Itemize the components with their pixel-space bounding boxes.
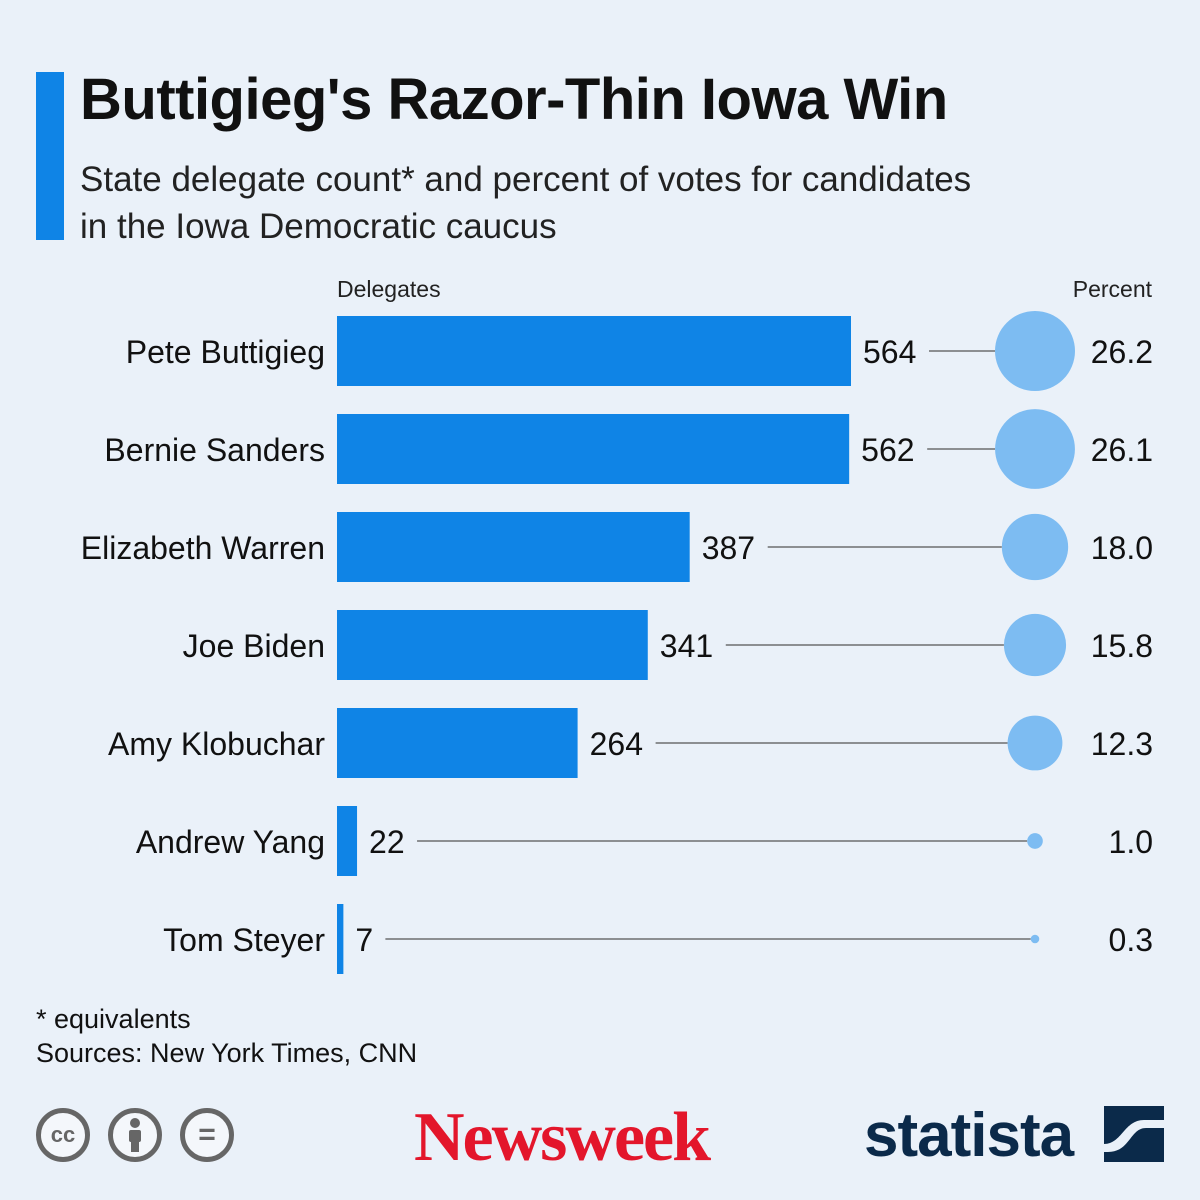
percent-value: 18.0	[1091, 530, 1153, 566]
percent-value: 15.8	[1091, 628, 1153, 664]
delegate-bar	[337, 316, 851, 386]
delegate-value: 564	[863, 334, 916, 370]
percent-value: 26.1	[1091, 432, 1153, 468]
chart-subtitle: State delegate count* and percent of vot…	[80, 160, 972, 246]
percent-bubble	[995, 409, 1075, 489]
chart-title: Buttigieg's Razor-Thin Iowa Win	[80, 67, 948, 132]
cc-icon-text: cc	[50, 1122, 76, 1147]
category-label: Amy Klobuchar	[108, 726, 325, 762]
delegate-bar	[337, 806, 358, 876]
category-label: Joe Biden	[183, 628, 325, 664]
percent-value: 12.3	[1091, 726, 1153, 762]
delegate-bar	[337, 414, 850, 484]
nd-icon-text: =	[198, 1118, 216, 1151]
category-label: Andrew Yang	[136, 824, 325, 860]
footer: cc = Newsweek statista	[0, 1096, 1200, 1176]
category-label: Elizabeth Warren	[81, 530, 325, 566]
statista-logo[interactable]: statista	[864, 1101, 1074, 1170]
footnote-sources: Sources: New York Times, CNN	[36, 1038, 418, 1068]
delegate-value: 7	[355, 922, 373, 958]
percent-value: 26.2	[1091, 334, 1153, 370]
delegate-value: 22	[369, 824, 405, 860]
delegate-bar	[337, 708, 578, 778]
delegates-column-label: Delegates	[337, 276, 441, 302]
category-label: Bernie Sanders	[104, 432, 325, 468]
delegate-value: 562	[861, 432, 914, 468]
percent-bubble	[1003, 613, 1067, 677]
footnote-equivalents: * equivalents	[36, 1004, 191, 1034]
cc-icon[interactable]: cc	[36, 1108, 90, 1162]
attribution-icon[interactable]	[108, 1108, 162, 1162]
delegate-value: 387	[702, 530, 755, 566]
delegate-bar	[337, 610, 648, 680]
percent-column-label: Percent	[1072, 276, 1152, 302]
percent-bubble	[1007, 715, 1063, 771]
footnote: * equivalents Sources: New York Times, C…	[36, 1002, 417, 1070]
delegate-value: 264	[590, 726, 643, 762]
statista-mark-icon	[1104, 1106, 1164, 1162]
category-label: Pete Buttigieg	[126, 334, 325, 370]
delegate-bar-chart: Pete Buttigieg 564 26.2 Bernie Sanders 562 26…	[81, 311, 1153, 974]
percent-bubble	[1027, 833, 1043, 849]
no-derivatives-icon[interactable]: =	[180, 1108, 234, 1162]
percent-bubble	[1030, 934, 1040, 944]
percent-bubble	[995, 311, 1075, 391]
percent-bubble	[1001, 513, 1069, 581]
delegate-value: 341	[660, 628, 713, 664]
accent-bar	[36, 72, 64, 240]
percent-value: 0.3	[1109, 922, 1153, 958]
delegate-bar	[337, 512, 690, 582]
person-icon	[129, 1118, 141, 1152]
newsweek-logo[interactable]: Newsweek	[414, 1099, 711, 1176]
percent-value: 1.0	[1109, 824, 1153, 860]
category-label: Tom Steyer	[163, 922, 325, 958]
delegate-bar	[337, 904, 344, 974]
